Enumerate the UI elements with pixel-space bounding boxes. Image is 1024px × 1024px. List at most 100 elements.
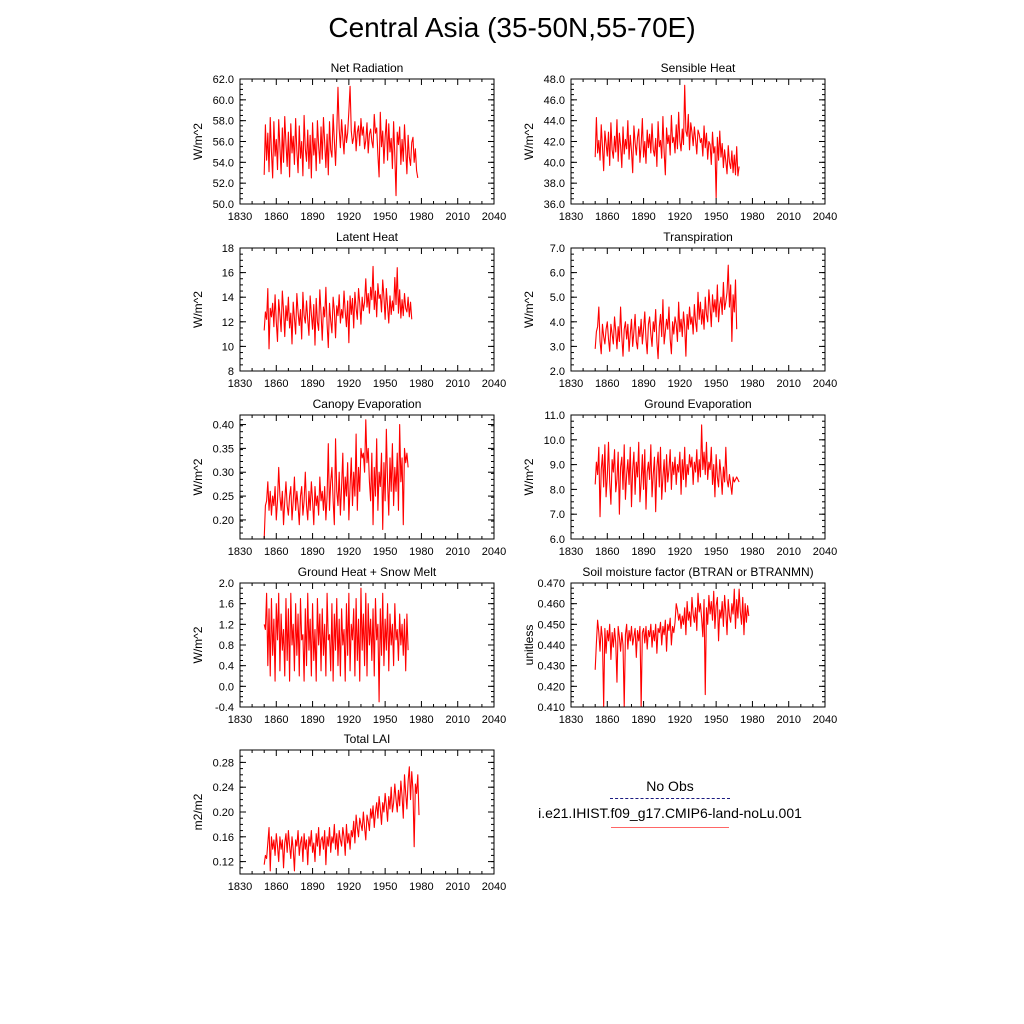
x-tick-label: 1830 [228,378,252,390]
page-title: Central Asia (35-50N,55-70E) [328,12,696,43]
x-tick-label: 1980 [409,714,433,726]
x-tick-label: 1920 [668,714,692,726]
panel-title: Ground Heat + Snow Melt [298,565,437,579]
legend-model-label: i.e21.IHIST.f09_g17.CMIP6-land-noLu.001 [538,805,802,821]
x-tick-label: 1980 [740,211,764,223]
x-tick-label: 2040 [813,378,837,390]
y-tick-label: 7.0 [550,509,565,521]
x-tick-label: 1980 [409,211,433,223]
y-tick-label: 0.470 [537,578,565,590]
y-tick-label: 9.0 [550,460,565,472]
y-tick-label: 44.0 [544,116,565,128]
y-tick-label: -0.4 [215,702,234,714]
y-axis-label: m2/m2 [191,793,205,830]
y-tick-label: 10.0 [544,435,565,447]
y-tick-label: 0.30 [213,467,234,479]
y-tick-label: 0.40 [213,420,234,432]
panel-title: Latent Heat [336,230,399,244]
y-axis-label: W/m^2 [191,123,205,160]
y-tick-label: 6.0 [550,534,565,546]
y-axis-label: W/m^2 [522,291,536,328]
x-tick-label: 1860 [264,714,288,726]
y-tick-label: 0.16 [213,832,234,844]
y-axis-label: W/m^2 [522,123,536,160]
x-tick-label: 1890 [300,546,324,558]
series-line [594,84,740,199]
x-tick-label: 1830 [228,211,252,223]
y-tick-label: 0.460 [537,599,565,611]
y-tick-label: 0.450 [537,619,565,631]
x-tick-label: 1890 [300,714,324,726]
x-tick-label: 1950 [373,714,397,726]
x-tick-label: 1890 [300,881,324,893]
x-tick-label: 2040 [482,714,506,726]
x-tick-label: 1980 [740,546,764,558]
y-tick-label: 62.0 [213,74,234,86]
panel-title: Net Radiation [331,61,404,75]
x-tick-label: 2040 [813,714,837,726]
y-tick-label: 0.0 [219,681,234,693]
y-tick-label: 14 [222,292,234,304]
x-tick-label: 1950 [704,714,728,726]
x-tick-label: 1920 [668,546,692,558]
series-line [263,265,413,350]
x-tick-label: 2010 [776,546,800,558]
y-tick-label: 56.0 [213,137,234,149]
y-axis-label: W/m^2 [522,458,536,495]
y-tick-label: 46.0 [544,95,565,107]
x-tick-label: 1830 [559,546,583,558]
panel-title: Soil moisture factor (BTRAN or BTRANMN) [582,565,813,579]
y-tick-label: 0.420 [537,681,565,693]
y-tick-label: 36.0 [544,199,565,211]
x-tick-label: 1950 [373,211,397,223]
y-tick-label: 8 [228,366,234,378]
y-tick-label: 2.0 [550,366,565,378]
panel-title: Ground Evaporation [644,397,751,411]
y-tick-label: 0.25 [213,491,234,503]
legend-obs-line [610,798,730,799]
x-tick-label: 1890 [631,378,655,390]
x-tick-label: 1950 [373,546,397,558]
legend-obs-label: No Obs [646,778,694,794]
x-tick-label: 2010 [445,546,469,558]
y-tick-label: 3.0 [550,341,565,353]
x-tick-label: 2010 [445,714,469,726]
y-tick-label: 52.0 [213,178,234,190]
panel-6: 1830 1860 1890 1920 1950 1980 2010 2040 6.0 7.0 8.… [522,397,837,558]
x-tick-label: 2040 [482,211,506,223]
x-tick-label: 1860 [264,546,288,558]
x-tick-label: 1980 [409,881,433,893]
x-tick-label: 1890 [300,211,324,223]
y-tick-label: 5.0 [550,292,565,304]
x-tick-label: 1950 [704,378,728,390]
x-tick-label: 1980 [409,378,433,390]
x-tick-label: 2040 [813,546,837,558]
legend-model-line [611,827,729,828]
y-tick-label: 54.0 [213,157,234,169]
panel-9: 1830 1860 1890 1920 1950 1980 2010 2040 0.12 0.16… [191,732,506,893]
y-tick-label: 0.24 [213,782,234,794]
plot-frame [239,414,495,540]
y-tick-label: 0.440 [537,640,565,652]
y-tick-label: 0.35 [213,443,234,455]
x-tick-label: 1980 [740,714,764,726]
y-tick-label: 1.6 [219,599,234,611]
panel-title: Sensible Heat [661,61,736,75]
x-tick-label: 2040 [482,546,506,558]
x-tick-label: 1830 [228,881,252,893]
x-tick-label: 1890 [300,378,324,390]
y-tick-label: 0.12 [213,857,234,869]
x-tick-label: 1950 [704,211,728,223]
x-tick-label: 1950 [373,881,397,893]
y-axis-label: unitless [522,625,536,666]
series-line [594,424,740,518]
x-tick-label: 2010 [776,714,800,726]
y-tick-label: 18 [222,243,234,255]
x-tick-label: 1980 [740,378,764,390]
y-tick-label: 8.0 [550,484,565,496]
panel-7: 1830 1860 1890 1920 1950 1980 2010 2040 -0.4 0.0 0… [191,565,506,726]
y-tick-label: 60.0 [213,95,234,107]
y-tick-label: 38.0 [544,178,565,190]
x-tick-label: 2040 [482,881,506,893]
x-tick-label: 1920 [668,378,692,390]
